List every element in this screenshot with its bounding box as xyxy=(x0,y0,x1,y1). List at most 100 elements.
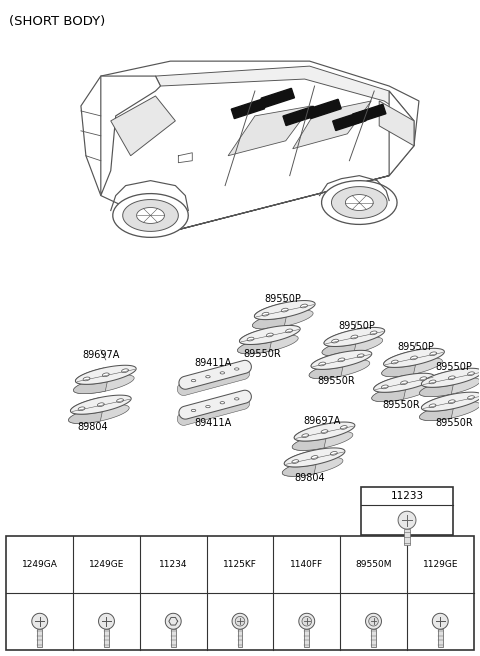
Text: 89804: 89804 xyxy=(294,474,325,483)
Polygon shape xyxy=(73,375,134,394)
Polygon shape xyxy=(429,380,436,384)
Polygon shape xyxy=(372,376,406,401)
Polygon shape xyxy=(71,395,131,414)
Polygon shape xyxy=(430,352,437,356)
Polygon shape xyxy=(238,629,242,647)
Polygon shape xyxy=(102,373,109,377)
Polygon shape xyxy=(373,373,434,392)
Polygon shape xyxy=(309,353,343,379)
Polygon shape xyxy=(401,381,408,384)
Polygon shape xyxy=(235,617,245,626)
Polygon shape xyxy=(398,511,416,529)
Polygon shape xyxy=(321,430,328,434)
Polygon shape xyxy=(179,360,252,389)
Polygon shape xyxy=(338,358,345,361)
Polygon shape xyxy=(75,365,136,384)
Text: 89550R: 89550R xyxy=(435,418,473,428)
Bar xyxy=(361,487,453,535)
Polygon shape xyxy=(404,529,410,545)
Polygon shape xyxy=(300,304,307,308)
Polygon shape xyxy=(299,613,315,629)
Polygon shape xyxy=(220,372,225,374)
Polygon shape xyxy=(286,329,292,333)
Polygon shape xyxy=(346,195,373,211)
Polygon shape xyxy=(104,629,109,647)
Polygon shape xyxy=(366,613,382,629)
Polygon shape xyxy=(384,348,444,367)
Polygon shape xyxy=(420,377,427,380)
Bar xyxy=(6,536,474,649)
Polygon shape xyxy=(369,617,378,626)
Polygon shape xyxy=(220,401,225,404)
Text: 89550P: 89550P xyxy=(435,362,472,372)
Polygon shape xyxy=(228,106,312,155)
Polygon shape xyxy=(206,405,210,408)
Polygon shape xyxy=(391,360,398,364)
Text: 1249GE: 1249GE xyxy=(89,560,124,569)
Polygon shape xyxy=(438,629,443,647)
Polygon shape xyxy=(123,199,179,232)
Text: 89550M: 89550M xyxy=(355,560,392,569)
Polygon shape xyxy=(73,368,107,394)
Polygon shape xyxy=(252,303,286,329)
Polygon shape xyxy=(247,337,254,341)
Text: 11234: 11234 xyxy=(159,560,188,569)
Text: 89550P: 89550P xyxy=(264,294,301,304)
Polygon shape xyxy=(420,395,453,420)
Polygon shape xyxy=(69,405,129,424)
Polygon shape xyxy=(370,331,377,335)
Polygon shape xyxy=(304,629,309,647)
Polygon shape xyxy=(69,398,102,424)
Polygon shape xyxy=(191,409,196,411)
Polygon shape xyxy=(235,368,239,370)
Text: 89550R: 89550R xyxy=(243,349,281,359)
Text: 89804: 89804 xyxy=(78,422,108,432)
Polygon shape xyxy=(322,330,356,356)
Polygon shape xyxy=(32,613,48,629)
Polygon shape xyxy=(240,325,300,344)
Polygon shape xyxy=(322,180,397,224)
Polygon shape xyxy=(252,310,313,329)
Text: 89550R: 89550R xyxy=(318,376,355,386)
Polygon shape xyxy=(83,377,90,380)
Polygon shape xyxy=(254,300,315,319)
Polygon shape xyxy=(137,207,165,224)
Polygon shape xyxy=(292,424,326,451)
Text: 1129GE: 1129GE xyxy=(422,560,458,569)
Polygon shape xyxy=(382,351,416,377)
Polygon shape xyxy=(353,104,386,123)
Polygon shape xyxy=(191,379,196,382)
Text: 1140FF: 1140FF xyxy=(290,560,324,569)
Polygon shape xyxy=(238,328,271,354)
Polygon shape xyxy=(332,186,387,218)
Polygon shape xyxy=(421,368,480,387)
Polygon shape xyxy=(448,400,455,403)
Polygon shape xyxy=(231,99,264,119)
Polygon shape xyxy=(357,354,364,358)
Polygon shape xyxy=(420,401,480,420)
Polygon shape xyxy=(308,99,341,119)
Text: (SHORT BODY): (SHORT BODY) xyxy=(9,15,106,28)
Polygon shape xyxy=(262,312,269,316)
Polygon shape xyxy=(322,337,383,356)
Polygon shape xyxy=(37,629,42,647)
Polygon shape xyxy=(282,457,343,476)
Polygon shape xyxy=(381,385,388,389)
Polygon shape xyxy=(379,101,414,146)
Polygon shape xyxy=(121,369,129,373)
Polygon shape xyxy=(319,362,325,366)
Polygon shape xyxy=(324,327,384,346)
Polygon shape xyxy=(98,613,114,629)
Polygon shape xyxy=(311,456,318,459)
Polygon shape xyxy=(292,432,353,451)
Polygon shape xyxy=(238,335,298,354)
Polygon shape xyxy=(311,350,372,369)
Polygon shape xyxy=(284,448,345,467)
Polygon shape xyxy=(266,333,273,337)
Polygon shape xyxy=(448,376,455,380)
Polygon shape xyxy=(333,112,366,131)
Polygon shape xyxy=(283,106,316,125)
Text: 89697A: 89697A xyxy=(304,416,341,426)
Polygon shape xyxy=(156,66,414,121)
Polygon shape xyxy=(293,101,371,149)
